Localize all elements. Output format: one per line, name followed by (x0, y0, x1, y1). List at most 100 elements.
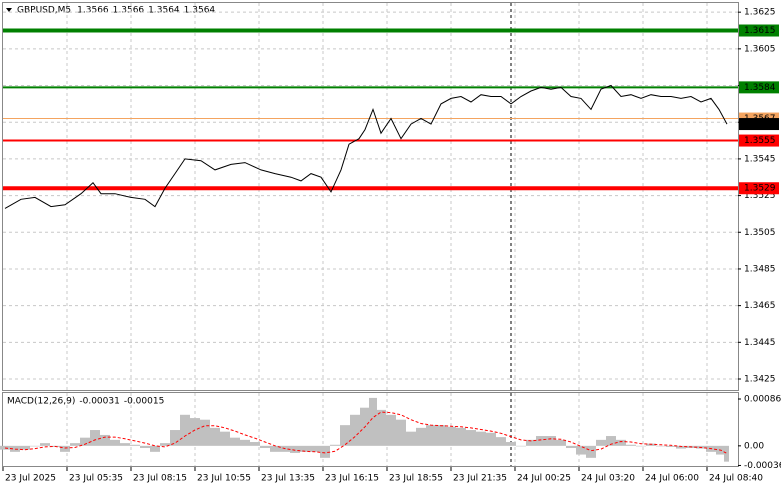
macd-bar (70, 443, 80, 446)
level-label: 1.3555 (744, 136, 776, 146)
y-tick-label: 1.3625 (744, 8, 776, 18)
x-tick-label: 23 Jul 08:15 (133, 474, 187, 484)
y-tick-label: 0.00 (744, 441, 764, 451)
macd-bar (656, 445, 666, 447)
macd-bar (369, 397, 377, 446)
macd-bar (190, 418, 200, 446)
macd-bar (60, 445, 70, 452)
price-line (4, 84, 728, 209)
level-label: 1.3529 (744, 184, 776, 194)
macd-bar (310, 445, 320, 452)
macd-bar (160, 443, 170, 446)
x-tick-label: 23 Jul 18:55 (389, 474, 443, 484)
level-label: 1.3615 (744, 26, 776, 36)
macd-bar (90, 430, 100, 446)
macd-bar (130, 444, 140, 446)
macd-bar (456, 427, 466, 446)
macd-bar (496, 437, 506, 446)
x-tick-label: 23 Jul 05:35 (69, 474, 123, 484)
signal-line (4, 411, 728, 454)
macd-bar (636, 445, 646, 447)
x-tick-label: 23 Jul 13:35 (261, 474, 315, 484)
macd-bar (386, 414, 396, 446)
macd-bar (556, 439, 566, 446)
macd-bar (416, 427, 426, 446)
ohlc-value: 1.3566 (113, 6, 145, 16)
macd-bar (646, 443, 656, 446)
macd-bar (240, 439, 250, 446)
x-tick-label: 23 Jul 16:15 (325, 474, 379, 484)
macd-bar (536, 436, 546, 446)
macd-bar (586, 445, 596, 458)
macd-bar (100, 434, 110, 446)
macd-title: MACD(12,26,9) (7, 397, 75, 407)
x-tick-label: 23 Jul 10:55 (197, 474, 251, 484)
macd-bar (406, 431, 416, 446)
ohlc-value: 1.3566 (77, 6, 109, 16)
y-tick-label: 1.3525 (744, 191, 776, 201)
macd-bar (666, 445, 676, 447)
macd-bar (320, 445, 330, 458)
y-tick-label: 1.3485 (744, 264, 776, 274)
macd-bar (426, 425, 436, 446)
macd-bar (140, 445, 150, 449)
last-price-box (739, 118, 779, 131)
macd-bar (180, 414, 190, 446)
y-tick-label: 1.3425 (744, 374, 776, 384)
macd-bar (170, 430, 180, 446)
macd-bar (150, 445, 160, 452)
macd-bar (290, 445, 300, 453)
macd-bar (546, 436, 556, 446)
macd-bar (566, 445, 576, 449)
macd-bar (626, 444, 636, 446)
macd-bar (396, 419, 406, 446)
macd-bar (250, 442, 260, 446)
macd-bar (210, 427, 220, 446)
level-label-box (739, 81, 779, 94)
x-tick-label: 23 Jul 2025 (5, 474, 56, 484)
macd-bar (80, 437, 90, 446)
macd-bar (516, 445, 526, 447)
macd-bar (0, 445, 10, 450)
menu-arrow[interactable] (6, 8, 12, 12)
macd-bar (110, 439, 120, 446)
macd-bar (596, 439, 606, 446)
macd-bar (676, 445, 686, 449)
ohlc-value: 1.3564 (184, 6, 216, 16)
macd-bar (330, 444, 340, 446)
macd-panel (2, 392, 739, 467)
macd-bar (30, 445, 40, 447)
macd-bar (340, 425, 350, 446)
macd-bar (576, 445, 586, 455)
y-tick-label: 1.3445 (744, 338, 776, 348)
x-tick-label: 24 Jul 00:25 (517, 474, 571, 484)
macd-bar (220, 431, 230, 446)
macd-bar (200, 419, 210, 446)
macd-bar (20, 445, 30, 450)
macd-bar (300, 445, 310, 452)
macd-bar (270, 445, 280, 452)
macd-bar (724, 445, 729, 462)
x-tick-label: 24 Jul 03:20 (581, 474, 635, 484)
macd-bar (616, 439, 626, 446)
macd-bar (606, 436, 616, 446)
macd-bar (40, 443, 50, 446)
price-panel (2, 2, 739, 391)
x-tick-label: 24 Jul 06:00 (645, 474, 699, 484)
macd-bar (526, 439, 536, 446)
y-tick-label: 1.3605 (744, 44, 776, 54)
y-tick-label: 1.3545 (744, 154, 776, 164)
y-tick-label: 1.3465 (744, 301, 776, 311)
macd-bar (466, 430, 476, 446)
symbol: GBPUSD,M5 (17, 6, 71, 16)
macd-bar (260, 445, 270, 449)
macd-bar (350, 414, 360, 446)
level-label-box (739, 24, 779, 37)
macd-bar (436, 425, 446, 446)
macd-bar (230, 437, 240, 446)
y-tick-label: 0.00086 (744, 394, 781, 404)
x-tick-label: 24 Jul 08:40 (709, 474, 763, 484)
level-label: 1.3584 (744, 83, 776, 93)
